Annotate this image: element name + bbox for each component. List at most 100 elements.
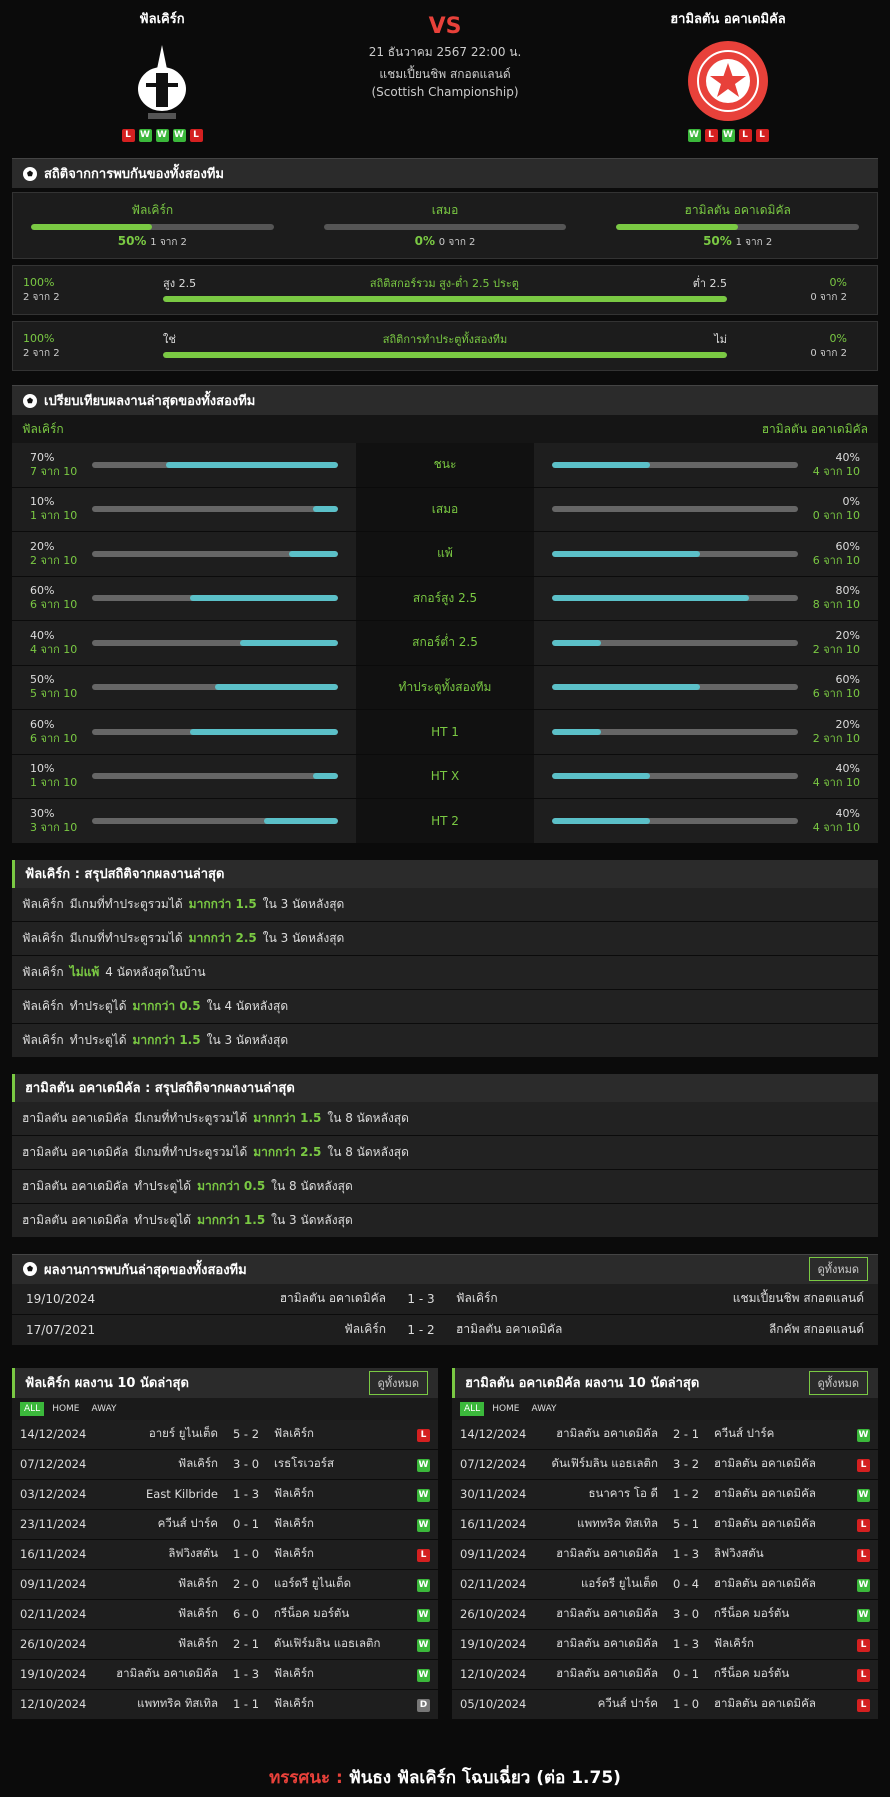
score: 0 - 1 <box>232 1517 260 1531</box>
bar-track <box>552 773 798 780</box>
home-pct: 50% <box>30 673 55 687</box>
score: 1 - 3 <box>672 1547 700 1561</box>
score: 1 - 2 <box>407 1322 435 1337</box>
match-row: 16/11/2024 ลิฟวิงสตัน 1 - 0 ฟัลเคิร์ก L <box>12 1539 438 1570</box>
result: W <box>392 1576 430 1592</box>
tab[interactable]: AWAY <box>531 1403 557 1414</box>
bar-track <box>552 728 798 735</box>
home: East Kilbride <box>146 1487 218 1501</box>
date: 14/12/2024 <box>20 1427 87 1441</box>
comparison-row: 50% 5 จาก 10 ทำประตูทั้งสองทีม 60% 6 จาก 10 <box>12 665 878 710</box>
home-pct: 40% <box>30 628 55 642</box>
away-cell: 20% 2 จาก 10 <box>534 710 878 754</box>
highlight: มากกว่า 2.5 <box>253 1144 322 1159</box>
stat-count: 1 จาก 2 <box>735 237 773 248</box>
datetime: 21 ธันวาคม 2567 22:00 น. <box>368 45 522 59</box>
bar-fill <box>239 639 338 646</box>
away-count: 4 จาก 10 <box>812 820 860 834</box>
bar-track <box>323 224 567 230</box>
home: ฟัลเคิร์ก <box>178 1606 218 1620</box>
stat-pct: 50% <box>703 234 732 248</box>
h2h-row: 19/10/2024 ฮามิลตัน อคาเดมิคัล 1 - 3 ฟัลเคิ… <box>12 1283 878 1315</box>
home-team: ฟัลเคิร์ก <box>22 421 64 436</box>
home: ควีนส์ ปาร์ค <box>157 1516 218 1530</box>
home: ควีนส์ ปาร์ค <box>597 1696 658 1710</box>
tab[interactable]: ALL <box>460 1401 485 1416</box>
view-all-button[interactable]: ดูทั้งหมด <box>368 1370 428 1395</box>
date: 09/11/2024 <box>20 1577 87 1591</box>
text: ใน 8 นัดหลังสุด <box>271 1178 353 1193</box>
view-all-button[interactable]: ดูทั้งหมด <box>808 1257 868 1281</box>
away: ฮามิลตัน อคาเดมิคัล <box>714 1696 816 1710</box>
home-cell: 10% 1 จาก 10 <box>12 487 356 531</box>
home: แพททริค ทิสเทิล <box>577 1516 658 1530</box>
home-pct: 70% <box>30 450 55 464</box>
result: L <box>832 1636 870 1652</box>
summary-item: ฮามิลตัน อคาเดมิคัล มีเกมที่ทำประตูรวมได้… <box>12 1101 878 1136</box>
ou-right-label: ต่ำ 2.5 <box>692 277 727 290</box>
ou-left-pct: 100% <box>23 332 55 345</box>
ball-icon <box>23 393 37 408</box>
team-logo <box>138 45 186 119</box>
match-row: 05/10/2024 ควีนส์ ปาร์ค 1 - 0 ฮามิลตัน อคาเ… <box>452 1689 878 1720</box>
team-name: ฮามิลตัน อคาเดมิคัล <box>670 12 786 27</box>
stat-label: เสมอ <box>431 203 459 217</box>
away-cell: 20% 2 จาก 10 <box>534 621 878 665</box>
away: ฟัลเคิร์ก <box>274 1546 314 1560</box>
away: ฟัลเคิร์ก <box>274 1486 314 1500</box>
ou-labels: ใช่ สถิติการทำประตูทั้งสองทีม ไม่ <box>163 330 727 348</box>
ou-left-label: ใช่ <box>163 333 176 346</box>
form-badge: L <box>189 129 203 142</box>
score: 3 - 0 <box>232 1457 260 1471</box>
view-all-button[interactable]: ดูทั้งหมด <box>808 1370 868 1395</box>
score: 2 - 1 <box>232 1637 260 1651</box>
away-cell: 80% 8 จาก 10 <box>534 576 878 620</box>
home-stat: 50% 5 จาก 10 <box>30 673 80 701</box>
home-stat: 60% 6 จาก 10 <box>30 718 80 746</box>
home: ฮามิลตัน อคาเดมิคัล <box>116 1666 218 1680</box>
bar-fill <box>552 550 700 557</box>
home-pct: 10% <box>30 762 55 776</box>
home-count: 5 จาก 10 <box>30 687 78 701</box>
result: W <box>392 1516 430 1532</box>
stat-label: สกอร์สูง 2.5 <box>356 576 534 620</box>
away: ฮามิลตัน อคาเดมิคัล <box>714 1486 816 1500</box>
match-row: 09/11/2024 ฮามิลตัน อคาเดมิคัล 1 - 3 ลิฟวิง… <box>452 1539 878 1570</box>
tab[interactable]: AWAY <box>91 1403 117 1414</box>
away-count: 2 จาก 10 <box>812 731 860 745</box>
comparison-row: 10% 1 จาก 10 เสมอ 0% 0 จาก 10 <box>12 487 878 532</box>
tab[interactable]: ALL <box>20 1401 45 1416</box>
home-cell: 60% 6 จาก 10 <box>12 576 356 620</box>
summary-item: ฮามิลตัน อคาเดมิคัล ทำประตูได้ มากกว่า 1.5… <box>12 1203 878 1238</box>
away: ดันเฟิร์มลิน แอธเลติก <box>274 1636 381 1650</box>
match-row: 30/11/2024 ธนาคาร โอ ดี 1 - 2 ฮามิลตัน อคาเ… <box>452 1479 878 1510</box>
form-badge: L <box>755 129 769 142</box>
ou-title: สถิติการทำประตูทั้งสองทีม <box>382 333 508 346</box>
away-pct: 40% <box>835 450 860 464</box>
result-badge: L <box>857 1699 870 1712</box>
away-cell: 0% 0 จาก 10 <box>534 487 878 531</box>
match-row: 26/10/2024 ฮามิลตัน อคาเดมิคัล 3 - 0 กรีน็อ… <box>452 1599 878 1630</box>
stat-label: สกอร์ต่ำ 2.5 <box>356 621 534 665</box>
bar-track <box>31 224 274 230</box>
away: ลิฟวิงสตัน <box>714 1546 764 1560</box>
tab[interactable]: HOME <box>52 1403 80 1414</box>
team: ฮามิลตัน อคาเดมิคัล <box>22 1212 129 1227</box>
team: ฮามิลตัน อคาเดมิคัล W L W L L <box>578 8 878 150</box>
match-row: 09/11/2024 ฟัลเคิร์ก 2 - 0 แอร์ดรี ยูไนเต็ด… <box>12 1569 438 1600</box>
team: ฟัลเคิร์ก <box>22 964 64 979</box>
stat-label: เสมอ <box>356 487 534 531</box>
score: 1 - 2 <box>672 1487 700 1501</box>
tab[interactable]: HOME <box>492 1403 520 1414</box>
stat-label: HT 1 <box>356 710 534 754</box>
match-row: 19/10/2024 ฮามิลตัน อคาเดมิคัล 1 - 3 ฟัลเคิ… <box>12 1659 438 1690</box>
team: ฮามิลตัน อคาเดมิคัล <box>22 1144 129 1159</box>
stat-label: HT X <box>356 754 534 798</box>
bar-fill <box>552 773 651 780</box>
home: ฮามิลตัน อคาเดมิคัล <box>556 1426 658 1440</box>
date: 23/11/2024 <box>20 1517 87 1531</box>
date: 12/10/2024 <box>20 1697 87 1711</box>
bar-fill <box>190 595 338 602</box>
home: ฟัลเคิร์ก <box>178 1636 218 1650</box>
